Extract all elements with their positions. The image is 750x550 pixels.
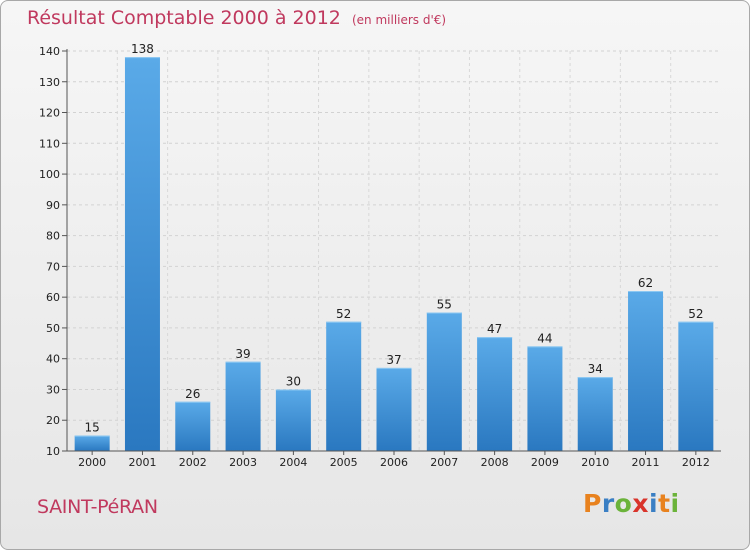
x-tick-label: 2003 bbox=[229, 456, 257, 469]
bar bbox=[74, 435, 110, 451]
logo-letter: t bbox=[658, 489, 671, 518]
bar-value-label: 52 bbox=[688, 307, 703, 321]
proxiti-logo: Proxiti bbox=[583, 489, 680, 518]
x-tick-label: 2011 bbox=[632, 456, 660, 469]
logo-letter: P bbox=[583, 489, 602, 518]
bar-value-label: 30 bbox=[286, 374, 301, 388]
bar bbox=[628, 291, 664, 451]
y-tick-label: 40 bbox=[46, 353, 60, 366]
x-tick-label: 2010 bbox=[581, 456, 609, 469]
chart-title: Résultat Comptable 2000 à 2012 bbox=[27, 7, 341, 29]
bar bbox=[275, 389, 311, 451]
bar bbox=[225, 361, 261, 451]
y-tick-label: 30 bbox=[46, 383, 60, 396]
bar-value-label: 39 bbox=[235, 347, 250, 361]
bar-value-label: 15 bbox=[85, 421, 100, 435]
logo-letter: i bbox=[670, 489, 680, 518]
y-tick-label: 20 bbox=[46, 414, 60, 427]
bar bbox=[124, 57, 160, 452]
logo-letter: i bbox=[649, 489, 659, 518]
bar-value-label: 55 bbox=[437, 298, 452, 312]
x-tick-label: 2000 bbox=[78, 456, 106, 469]
logo-letter: r bbox=[601, 489, 615, 518]
y-tick-label: 140 bbox=[39, 45, 60, 58]
x-tick-label: 2007 bbox=[430, 456, 458, 469]
commune-name: SAINT-PéRAN bbox=[37, 496, 158, 518]
y-tick-label: 50 bbox=[46, 322, 60, 335]
bar-value-label: 37 bbox=[386, 353, 401, 367]
y-tick-label: 80 bbox=[46, 230, 60, 243]
y-tick-label: 100 bbox=[39, 168, 60, 181]
bar bbox=[175, 401, 211, 451]
x-tick-label: 2001 bbox=[128, 456, 156, 469]
y-tick-label: 110 bbox=[39, 137, 60, 150]
labels: 10 20 30 40 50 60 70 80 90 100 110 120 130 140 15 2000 1… bbox=[39, 42, 710, 469]
y-tick-label: 130 bbox=[39, 76, 60, 89]
bar bbox=[477, 337, 513, 451]
y-tick-label: 10 bbox=[46, 445, 60, 458]
bar bbox=[376, 367, 412, 451]
x-tick-label: 2012 bbox=[682, 456, 710, 469]
bar bbox=[577, 377, 613, 451]
bar bbox=[527, 346, 563, 451]
chart-unit: (en milliers d'€) bbox=[351, 13, 447, 27]
logo-letter: x bbox=[632, 489, 649, 518]
bar-value-label: 62 bbox=[638, 276, 653, 290]
bar-value-label: 34 bbox=[588, 362, 603, 376]
x-tick-label: 2005 bbox=[330, 456, 358, 469]
bar-value-label: 52 bbox=[336, 307, 351, 321]
bar bbox=[678, 321, 714, 451]
x-tick-label: 2008 bbox=[481, 456, 509, 469]
y-tick-label: 70 bbox=[46, 260, 60, 273]
bar bbox=[426, 312, 462, 451]
bar-value-label: 138 bbox=[131, 42, 154, 56]
logo-letter: o bbox=[614, 489, 633, 518]
y-tick-label: 60 bbox=[46, 291, 60, 304]
x-tick-label: 2002 bbox=[179, 456, 207, 469]
axes bbox=[62, 49, 721, 455]
y-tick-label: 90 bbox=[46, 199, 60, 212]
chart-title-row: Résultat Comptable 2000 à 2012 (en milli… bbox=[27, 7, 446, 29]
bar-value-label: 26 bbox=[185, 387, 200, 401]
bar-value-label: 44 bbox=[537, 331, 552, 345]
x-tick-label: 2006 bbox=[380, 456, 408, 469]
bars bbox=[74, 57, 714, 452]
x-tick-label: 2004 bbox=[279, 456, 307, 469]
y-tick-label: 120 bbox=[39, 107, 60, 120]
bar-value-label: 47 bbox=[487, 322, 502, 336]
bar bbox=[326, 321, 362, 451]
x-tick-label: 2009 bbox=[531, 456, 559, 469]
